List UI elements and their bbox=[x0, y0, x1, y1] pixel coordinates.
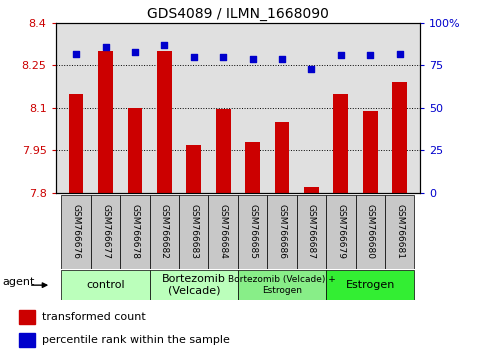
Point bbox=[337, 52, 345, 58]
Bar bbox=[326, 195, 355, 269]
Text: transformed count: transformed count bbox=[42, 312, 145, 322]
Bar bbox=[150, 270, 238, 300]
Bar bbox=[392, 82, 407, 354]
Text: Estrogen: Estrogen bbox=[345, 280, 395, 290]
Text: GSM766679: GSM766679 bbox=[336, 204, 345, 259]
Bar bbox=[355, 195, 385, 269]
Point bbox=[102, 44, 110, 50]
Text: GSM766684: GSM766684 bbox=[219, 204, 227, 259]
Title: GDS4089 / ILMN_1668090: GDS4089 / ILMN_1668090 bbox=[147, 7, 329, 21]
Bar bbox=[19, 333, 35, 347]
Text: GSM766682: GSM766682 bbox=[160, 204, 169, 259]
Bar bbox=[69, 94, 84, 354]
Point bbox=[131, 49, 139, 55]
Text: GSM766676: GSM766676 bbox=[71, 204, 81, 259]
Text: GSM766678: GSM766678 bbox=[130, 204, 140, 259]
Bar bbox=[120, 195, 150, 269]
Bar bbox=[267, 195, 297, 269]
Bar bbox=[179, 195, 209, 269]
Point bbox=[160, 42, 168, 48]
Point bbox=[190, 54, 198, 60]
Text: GSM766681: GSM766681 bbox=[395, 204, 404, 259]
Text: GSM766683: GSM766683 bbox=[189, 204, 198, 259]
Text: Bortezomib (Velcade) +
Estrogen: Bortezomib (Velcade) + Estrogen bbox=[228, 275, 336, 295]
Point bbox=[278, 56, 286, 62]
Bar bbox=[98, 51, 113, 354]
Text: GSM766680: GSM766680 bbox=[366, 204, 375, 259]
Bar bbox=[216, 109, 230, 354]
Bar bbox=[19, 310, 35, 324]
Text: GSM766687: GSM766687 bbox=[307, 204, 316, 259]
Text: control: control bbox=[86, 280, 125, 290]
Bar bbox=[238, 195, 267, 269]
Bar bbox=[61, 270, 150, 300]
Bar bbox=[61, 195, 91, 269]
Bar bbox=[91, 195, 120, 269]
Bar bbox=[385, 195, 414, 269]
Text: percentile rank within the sample: percentile rank within the sample bbox=[42, 335, 229, 346]
Point bbox=[219, 54, 227, 60]
Text: agent: agent bbox=[3, 277, 35, 287]
Bar bbox=[186, 145, 201, 354]
Bar bbox=[363, 111, 378, 354]
Bar bbox=[150, 195, 179, 269]
Point bbox=[308, 66, 315, 72]
Point bbox=[249, 56, 256, 62]
Point bbox=[396, 51, 403, 56]
Bar bbox=[333, 94, 348, 354]
Bar bbox=[238, 270, 326, 300]
Bar bbox=[245, 142, 260, 354]
Point bbox=[366, 52, 374, 58]
Bar bbox=[297, 195, 326, 269]
Bar bbox=[209, 195, 238, 269]
Bar bbox=[275, 122, 289, 354]
Text: Bortezomib
(Velcade): Bortezomib (Velcade) bbox=[162, 274, 226, 296]
Bar bbox=[304, 187, 319, 354]
Point bbox=[72, 51, 80, 56]
Bar bbox=[326, 270, 414, 300]
Bar bbox=[157, 51, 172, 354]
Text: GSM766686: GSM766686 bbox=[278, 204, 286, 259]
Bar bbox=[128, 108, 142, 354]
Text: GSM766677: GSM766677 bbox=[101, 204, 110, 259]
Text: GSM766685: GSM766685 bbox=[248, 204, 257, 259]
